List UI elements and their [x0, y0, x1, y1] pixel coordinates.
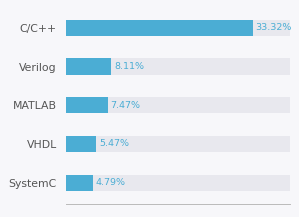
Bar — [66, 20, 290, 36]
Bar — [66, 174, 93, 191]
Text: 7.47%: 7.47% — [110, 101, 141, 110]
Text: 4.79%: 4.79% — [95, 178, 126, 187]
Bar — [66, 58, 111, 75]
Bar — [66, 97, 290, 113]
Bar — [66, 174, 290, 191]
Bar — [66, 136, 97, 152]
Bar — [66, 58, 290, 75]
Text: 5.47%: 5.47% — [99, 140, 129, 148]
Text: 33.32%: 33.32% — [255, 23, 292, 32]
Bar — [66, 20, 253, 36]
Bar — [66, 136, 290, 152]
Bar — [66, 97, 108, 113]
Text: 8.11%: 8.11% — [114, 62, 144, 71]
